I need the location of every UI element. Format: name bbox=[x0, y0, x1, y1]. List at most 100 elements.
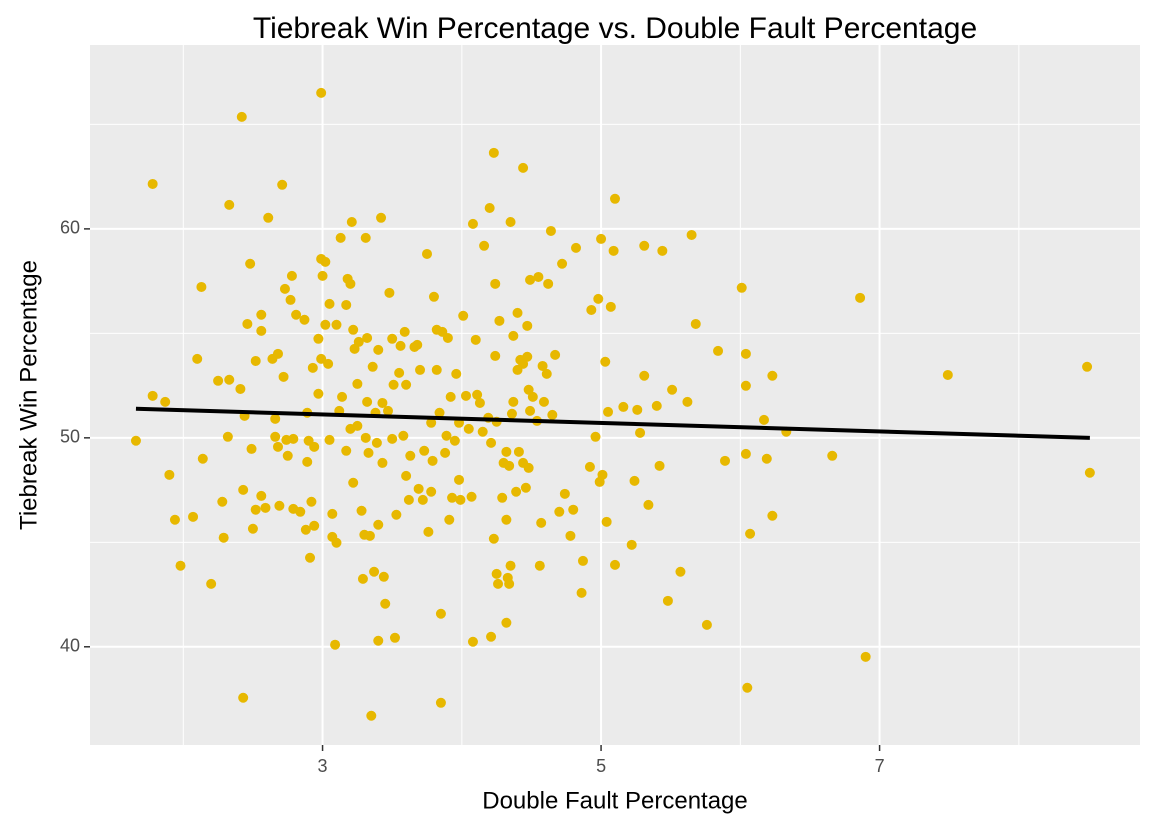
point bbox=[309, 520, 320, 531]
point bbox=[256, 490, 267, 501]
point bbox=[767, 370, 778, 381]
point bbox=[256, 309, 267, 320]
point bbox=[577, 555, 588, 566]
point bbox=[512, 307, 523, 318]
point bbox=[373, 635, 384, 646]
point bbox=[597, 469, 608, 480]
point bbox=[362, 332, 373, 343]
point bbox=[422, 248, 433, 259]
point bbox=[761, 453, 772, 464]
point bbox=[472, 389, 483, 400]
point bbox=[651, 400, 662, 411]
point bbox=[557, 258, 568, 269]
point bbox=[197, 453, 208, 464]
point bbox=[277, 179, 288, 190]
point bbox=[426, 417, 437, 428]
point bbox=[586, 304, 597, 315]
point bbox=[576, 587, 587, 598]
point bbox=[501, 446, 512, 457]
point bbox=[508, 330, 519, 341]
point bbox=[377, 457, 388, 468]
point bbox=[639, 240, 650, 251]
point bbox=[398, 430, 409, 441]
point bbox=[610, 559, 620, 570]
point bbox=[454, 474, 465, 485]
point bbox=[213, 375, 224, 386]
point bbox=[348, 324, 359, 335]
point bbox=[488, 147, 499, 158]
point bbox=[417, 494, 428, 505]
point bbox=[501, 617, 512, 628]
point bbox=[394, 367, 405, 378]
point bbox=[590, 431, 601, 442]
point bbox=[164, 469, 175, 480]
point bbox=[1084, 467, 1095, 478]
point bbox=[855, 292, 866, 303]
x-tick-label: 7 bbox=[875, 756, 885, 776]
point bbox=[387, 433, 398, 444]
y-tick-label: 60 bbox=[60, 218, 80, 238]
trend-line bbox=[135, 406, 1090, 440]
point bbox=[523, 462, 534, 473]
point bbox=[626, 539, 637, 550]
point bbox=[657, 245, 668, 256]
point bbox=[458, 310, 469, 321]
point bbox=[667, 384, 678, 395]
point bbox=[282, 450, 293, 461]
y-tick-label: 50 bbox=[60, 427, 80, 447]
point bbox=[447, 492, 458, 503]
x-tick-label: 5 bbox=[596, 756, 606, 776]
point bbox=[505, 560, 516, 571]
point bbox=[383, 405, 394, 416]
point bbox=[175, 560, 186, 571]
point bbox=[537, 360, 548, 371]
point bbox=[401, 470, 412, 481]
point bbox=[484, 202, 495, 213]
point bbox=[538, 396, 549, 407]
point bbox=[554, 506, 565, 517]
point bbox=[942, 369, 953, 380]
point bbox=[508, 396, 519, 407]
point bbox=[449, 435, 460, 446]
point bbox=[713, 345, 724, 356]
point bbox=[373, 519, 384, 530]
point bbox=[327, 508, 338, 519]
point bbox=[272, 348, 283, 359]
point bbox=[522, 320, 533, 331]
point bbox=[316, 353, 327, 364]
point bbox=[323, 358, 334, 369]
point bbox=[442, 332, 453, 343]
point bbox=[610, 193, 620, 204]
point bbox=[395, 340, 406, 351]
point bbox=[460, 390, 471, 401]
point bbox=[463, 423, 474, 434]
point bbox=[373, 344, 384, 355]
point bbox=[306, 496, 317, 507]
point bbox=[434, 407, 445, 418]
chart-title: Tiebreak Win Percentage vs. Double Fault… bbox=[253, 12, 977, 45]
point bbox=[593, 293, 604, 304]
point bbox=[403, 494, 414, 505]
point bbox=[466, 491, 477, 502]
point bbox=[518, 162, 529, 173]
point bbox=[160, 396, 171, 407]
point bbox=[246, 443, 257, 454]
point bbox=[520, 482, 531, 493]
point bbox=[759, 414, 770, 425]
point bbox=[419, 445, 430, 456]
y-axis-title: Tiebreak Win Percentage bbox=[15, 260, 42, 530]
point bbox=[324, 434, 335, 445]
x-axis-title: Double Fault Percentage bbox=[482, 787, 748, 814]
point bbox=[188, 511, 199, 522]
point bbox=[147, 178, 158, 189]
point bbox=[423, 526, 434, 537]
point bbox=[245, 258, 256, 269]
point bbox=[486, 437, 497, 448]
point bbox=[324, 298, 335, 309]
point bbox=[686, 229, 697, 240]
point bbox=[360, 232, 371, 243]
point bbox=[270, 431, 281, 442]
point bbox=[320, 319, 331, 330]
point bbox=[295, 506, 306, 517]
point bbox=[605, 301, 616, 312]
